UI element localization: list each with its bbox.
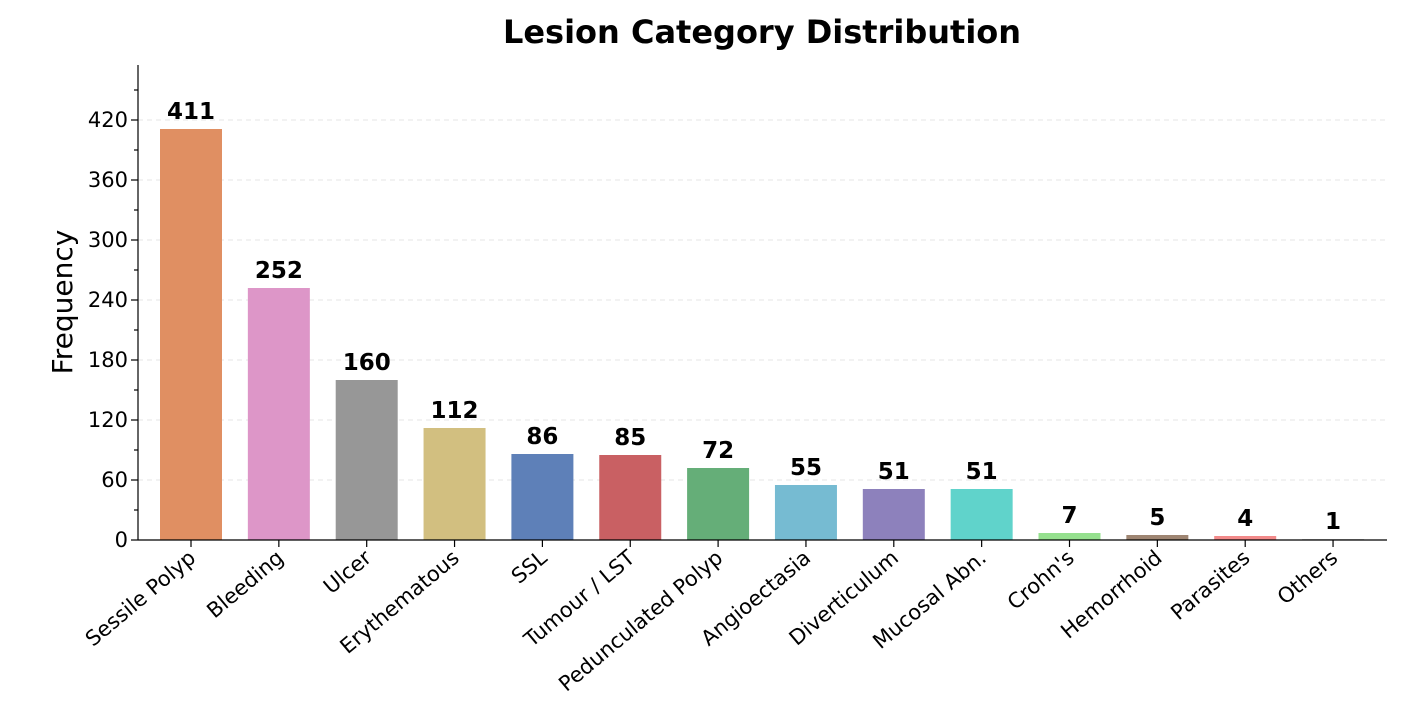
bar	[1038, 533, 1101, 540]
value-label: 4	[1237, 506, 1253, 532]
bar	[774, 485, 837, 540]
value-label: 252	[255, 258, 303, 284]
bar	[687, 468, 750, 540]
value-label: 7	[1061, 503, 1077, 529]
y-tick-label: 120	[88, 408, 128, 432]
y-tick-label: 60	[101, 468, 128, 492]
y-axis-label: Frequency	[46, 230, 79, 375]
value-labels: 411 252 160 112 86 85 72 55 51 51 7 5 4 1	[167, 99, 1341, 535]
bar	[335, 380, 398, 540]
value-label: 5	[1149, 505, 1165, 531]
value-label: 51	[878, 459, 910, 485]
bar	[599, 455, 662, 540]
value-label: 55	[790, 455, 822, 481]
value-label: 51	[966, 459, 998, 485]
value-label: 411	[167, 99, 215, 125]
bar	[247, 288, 310, 540]
value-label: 112	[431, 398, 479, 424]
x-tick-label: Bleeding	[202, 545, 288, 622]
x-tick-label: Ulcer	[319, 545, 376, 599]
x-tick-label: Pedunculated Polyp	[554, 545, 727, 696]
bar	[423, 428, 486, 540]
y-tick-label: 360	[88, 168, 128, 192]
bar	[1214, 536, 1277, 540]
x-tick-label: Parasites	[1166, 545, 1254, 624]
bar	[1126, 535, 1189, 540]
y-tick-label: 420	[88, 108, 128, 132]
bar	[511, 454, 574, 540]
y-tick-label: 240	[88, 288, 128, 312]
x-tick-label: Sessile Polyp	[81, 545, 200, 651]
value-label: 72	[702, 438, 734, 464]
y-tick-label: 300	[88, 228, 128, 252]
y-tick-label: 180	[88, 348, 128, 372]
bar	[950, 489, 1013, 540]
x-tick-label: Crohn's	[1003, 545, 1079, 614]
x-tick-label: Others	[1273, 545, 1342, 609]
bars	[160, 129, 1365, 540]
y-tick-label: 0	[115, 528, 128, 552]
bar	[160, 129, 222, 540]
bar	[862, 489, 925, 540]
x-tick-label: SSL	[507, 545, 552, 588]
y-ticks: 0 60 120 180 240 300 360 420	[88, 89, 138, 552]
grid	[138, 119, 1387, 481]
value-label: 1	[1325, 509, 1341, 535]
value-label: 85	[614, 425, 646, 451]
axes	[137, 65, 1387, 541]
chart-title: Lesion Category Distribution	[503, 13, 1021, 51]
value-label: 86	[526, 424, 558, 450]
value-label: 160	[343, 350, 391, 376]
